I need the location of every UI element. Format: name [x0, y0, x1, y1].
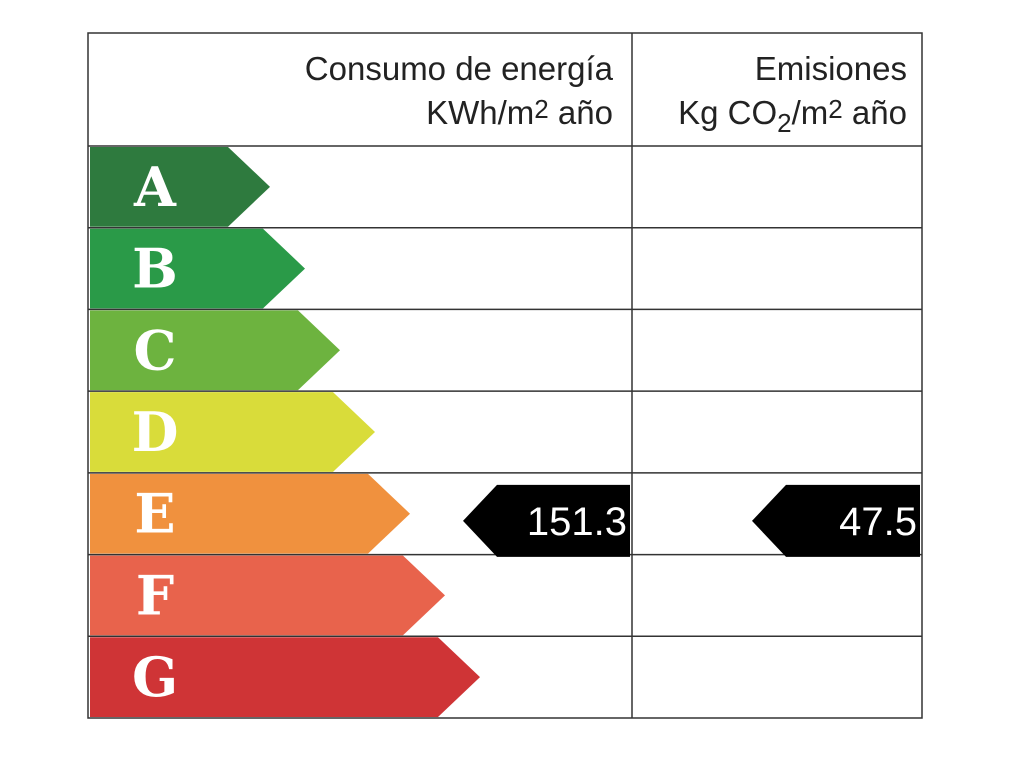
energy-class-arrow: [90, 228, 305, 309]
rating-pointer: [463, 484, 630, 557]
energy-class-letter: C: [134, 318, 177, 382]
unit-part: año: [843, 94, 907, 131]
unit-part: /m: [792, 94, 829, 131]
energy-class-letter: E: [134, 482, 175, 546]
rating-value: 151.3: [527, 500, 627, 544]
energy-class-letter: D: [132, 400, 179, 464]
energy-class-letter: A: [133, 155, 177, 219]
unit-part: Kg CO: [678, 94, 777, 131]
energy-title: Consumo de energía: [305, 50, 614, 87]
unit-part: 2: [777, 108, 791, 138]
unit-part: 2: [534, 94, 548, 124]
rating-pointer: [752, 484, 920, 557]
energy-class-arrow: [90, 555, 445, 636]
unit-part: KWh/m: [426, 94, 534, 131]
emissions-title: Emisiones: [755, 50, 907, 87]
energy-class-arrow: [90, 147, 270, 227]
energy-class-arrow: [90, 392, 375, 472]
energy-class-arrow: [90, 310, 340, 391]
rating-value: 47.5: [839, 500, 917, 544]
energy-class-arrow: [90, 637, 480, 717]
unit-part: año: [549, 94, 613, 131]
energy-class-arrow: [90, 473, 410, 554]
unit-part: 2: [828, 94, 842, 124]
energy-class-letter: G: [132, 645, 178, 709]
emissions-unit: Kg CO2/m2 año: [678, 94, 907, 138]
energy-unit: KWh/m2 año: [426, 94, 613, 131]
energy-class-letter: F: [136, 563, 174, 627]
table-border: [87, 32, 923, 719]
energy-class-letter: B: [132, 237, 178, 301]
